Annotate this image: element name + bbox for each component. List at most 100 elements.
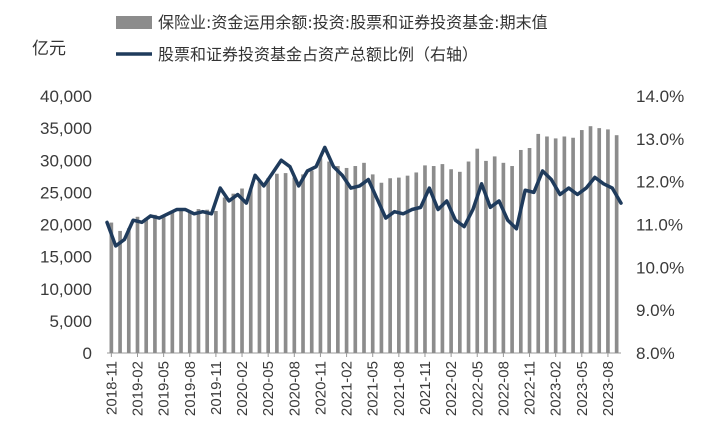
- bar: [292, 177, 297, 353]
- left-axis-tick-label: 10,000: [40, 280, 92, 299]
- bar: [135, 216, 140, 353]
- bar: [240, 188, 244, 353]
- x-axis-tick-label: 2020-11: [312, 361, 329, 415]
- bar: [109, 222, 114, 353]
- x-axis-tick-label: 2022-11: [522, 361, 539, 415]
- bar: [518, 149, 523, 353]
- bar: [423, 165, 427, 353]
- x-axis-tick-label: 2019-05: [156, 361, 173, 416]
- left-axis: 0 5,000 10,000 15,000 20,000 25,000 30,000 35,0…: [40, 87, 92, 363]
- x-axis-tick-label: 2020-08: [286, 361, 303, 416]
- right-axis-tick-label: 10.0%: [636, 258, 684, 277]
- bar: [362, 162, 366, 353]
- bar: [187, 211, 192, 353]
- bar: [222, 197, 227, 353]
- bar: [440, 164, 445, 353]
- right-axis: 8.0% 9.0% 10.0% 11.0% 12.0% 13.0% 14.0%: [636, 87, 684, 363]
- bar: [231, 193, 236, 353]
- x-axis-tick-label: 2023-08: [600, 361, 617, 416]
- bar: [510, 166, 514, 353]
- x-axis-tick-label: 2019-02: [129, 361, 146, 416]
- x-axis-tick-label: 2021-05: [365, 361, 382, 416]
- bar: [414, 172, 419, 353]
- x-axis-tick-label: 2018-11: [103, 361, 120, 415]
- bar: [257, 181, 262, 353]
- right-axis-tick-label: 8.0%: [636, 344, 675, 363]
- bar: [397, 177, 401, 353]
- bar: [606, 129, 610, 353]
- bar: [614, 135, 619, 353]
- x-axis-tick-label: 2023-02: [548, 361, 565, 416]
- bar: [466, 161, 471, 353]
- left-axis-tick-label: 30,000: [40, 151, 92, 170]
- bar: [431, 166, 436, 353]
- bar: [475, 148, 480, 353]
- legend-line-label: 股票和证券投资基金占资产总额比例（右轴）: [158, 45, 478, 64]
- bar: [484, 160, 488, 353]
- x-axis-tick-label: 2020-05: [260, 361, 277, 416]
- bar: [309, 170, 314, 353]
- x-axis-tick-label: 2020-02: [234, 361, 251, 416]
- left-axis-tick-label: 20,000: [40, 216, 92, 235]
- left-axis-tick-label: 35,000: [40, 119, 92, 138]
- right-axis-tick-label: 9.0%: [636, 301, 675, 320]
- bar: [118, 230, 122, 353]
- bar: [344, 167, 349, 353]
- x-axis-tick-label: 2021-08: [391, 361, 408, 416]
- bar: [388, 178, 392, 353]
- bar: [492, 156, 497, 353]
- bar: [301, 174, 305, 353]
- bar: [196, 209, 201, 353]
- bar: [405, 175, 410, 353]
- bar: [588, 126, 593, 353]
- x-axis-tick-label: 2021-02: [339, 361, 356, 416]
- bar: [214, 211, 218, 353]
- bar: [318, 158, 323, 353]
- legend: 保险业:资金运用余额:投资:股票和证券投资基金:期末值 股票和证券投资基金占资产…: [116, 13, 548, 64]
- right-axis-tick-label: 12.0%: [636, 173, 684, 192]
- x-axis-tick-label: 2022-08: [495, 361, 512, 416]
- x-axis-tick-label: 2023-05: [574, 361, 591, 416]
- bar: [449, 169, 453, 353]
- left-axis-tick-label: 40,000: [40, 87, 92, 106]
- x-axis-tick-label: 2019-11: [208, 361, 225, 415]
- bar: [579, 130, 584, 353]
- bar: [370, 174, 375, 353]
- left-axis-tick-label: 15,000: [40, 248, 92, 267]
- x-axis-tick-label: 2019-08: [182, 361, 199, 416]
- x-axis-tick-label: 2022-05: [469, 361, 486, 416]
- bar: [562, 136, 567, 353]
- bar: [275, 173, 279, 353]
- x-axis-tick-label: 2022-02: [443, 361, 460, 416]
- bar: [283, 173, 288, 353]
- bar: [597, 128, 602, 354]
- right-axis-tick-label: 11.0%: [636, 216, 683, 235]
- bar: [527, 148, 532, 353]
- bar: [353, 166, 358, 353]
- bar: [501, 162, 506, 353]
- bar: [179, 209, 183, 353]
- bar: [153, 214, 157, 353]
- bar: [545, 136, 549, 353]
- left-axis-tick-label: 25,000: [40, 183, 92, 202]
- bar: [144, 218, 149, 353]
- bar: [571, 137, 575, 353]
- bar: [327, 161, 331, 353]
- bar: [248, 188, 253, 353]
- bar: [205, 209, 210, 353]
- bar: [553, 138, 558, 353]
- x-axis: 2018-11 2019-02 2019-05 2019-08 2019-11 2020-…: [103, 353, 617, 416]
- left-axis-unit: 亿元: [32, 39, 66, 59]
- bar: [379, 182, 384, 353]
- left-axis-tick-label: 5,000: [49, 312, 92, 331]
- legend-bar-swatch: [116, 16, 152, 29]
- bar: [458, 171, 462, 353]
- ratio-line: [105, 145, 623, 248]
- left-axis-tick-label: 0: [83, 344, 92, 363]
- line-series: [105, 145, 623, 248]
- bar: [266, 178, 270, 353]
- bar: [161, 216, 166, 353]
- bar: [126, 228, 131, 353]
- legend-bar-label: 保险业:资金运用余额:投资:股票和证券投资基金:期末值: [158, 13, 548, 32]
